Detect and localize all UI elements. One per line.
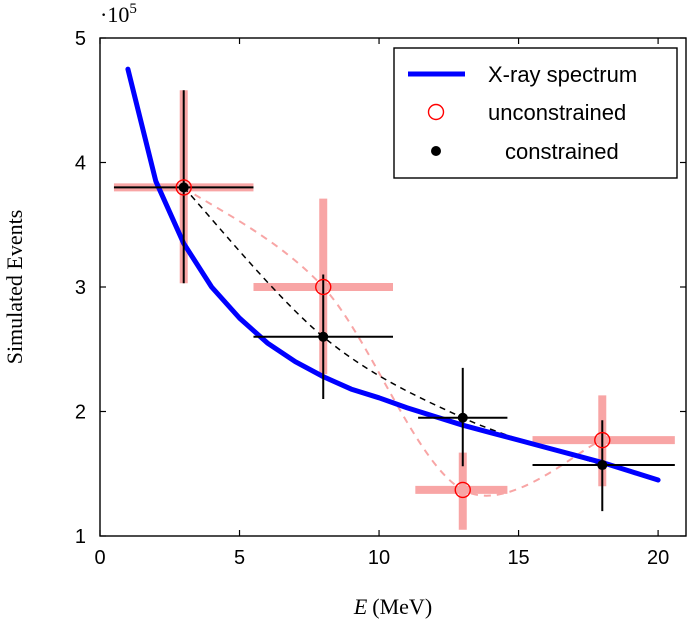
unconstrained-point xyxy=(454,481,471,499)
y-tick-label: 2 xyxy=(75,402,86,424)
x-axis-label: E (MeV) xyxy=(353,594,432,619)
unconstrained-point xyxy=(315,278,332,296)
legend-label-xray: X-ray spectrum xyxy=(488,62,637,87)
x-tick-label: 10 xyxy=(368,547,390,569)
constrained-point xyxy=(318,331,329,342)
x-tick-label: 5 xyxy=(234,547,245,569)
y-tick-label: 3 xyxy=(75,277,86,299)
constrained-point xyxy=(457,412,468,423)
y-axis-label: Simulated Events xyxy=(2,210,27,365)
y-multiplier: ·105 xyxy=(100,1,137,27)
xray-spectrum-line xyxy=(125,66,661,483)
legend: X-ray spectrum unconstrained constrained xyxy=(393,47,678,179)
y-tick-label: 4 xyxy=(75,153,86,175)
axis-ticks: 0 5 10 15 20 1 2 3 4 5 xyxy=(75,28,686,569)
unconstrained-point xyxy=(594,431,611,449)
legend-marker-unconstrained xyxy=(427,103,445,121)
unconstrained-point xyxy=(175,179,192,196)
constrained-point xyxy=(178,182,189,193)
constrained-point xyxy=(597,460,608,471)
x-tick-label: 15 xyxy=(507,547,529,569)
y-tick-label: 1 xyxy=(75,526,86,548)
legend-label-unconstrained: unconstrained xyxy=(488,100,626,125)
legend-label-constrained: constrained xyxy=(505,139,619,164)
unconstrained-connector xyxy=(183,186,603,497)
x-tick-label: 20 xyxy=(647,547,669,569)
y-tick-label: 5 xyxy=(75,28,86,50)
x-tick-label: 0 xyxy=(94,547,105,569)
legend-marker-constrained xyxy=(431,146,441,156)
plot-area xyxy=(113,66,675,530)
